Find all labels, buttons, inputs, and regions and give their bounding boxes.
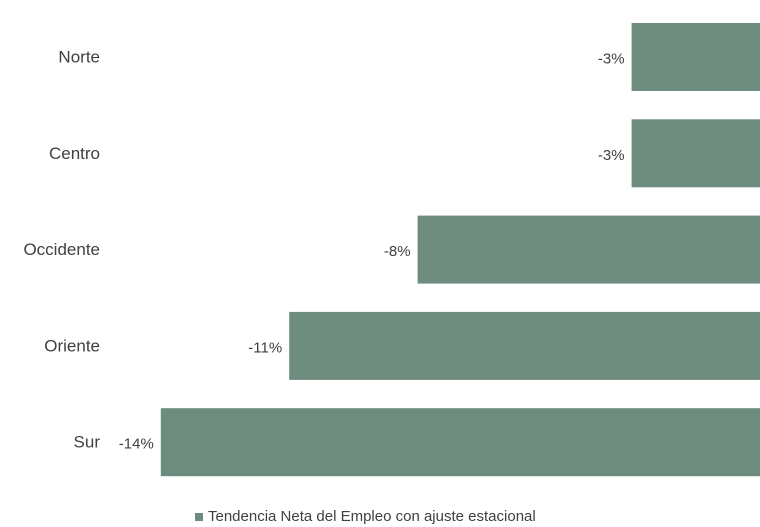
bar-centro <box>631 119 760 188</box>
bar-occidente <box>417 215 760 284</box>
value-label-sur: -14% <box>119 436 154 453</box>
value-label-norte: -3% <box>598 51 625 68</box>
category-label-norte: Norte <box>58 48 100 67</box>
bar-norte <box>631 23 760 91</box>
value-label-oriente: -11% <box>248 339 282 356</box>
value-label-centro: -3% <box>598 147 625 164</box>
legend-label: Tendencia Neta del Empleo con ajuste est… <box>208 508 536 525</box>
legend: Tendencia Neta del Empleo con ajuste est… <box>195 508 536 525</box>
category-label-sur: Sur <box>74 433 101 452</box>
bar-sur <box>160 408 760 477</box>
value-label-occidente: -8% <box>384 243 411 260</box>
legend-swatch <box>195 512 203 521</box>
category-label-occidente: Occidente <box>23 240 100 259</box>
category-label-oriente: Oriente <box>44 336 100 355</box>
category-label-centro: Centro <box>49 144 100 163</box>
bar-oriente <box>289 311 760 380</box>
